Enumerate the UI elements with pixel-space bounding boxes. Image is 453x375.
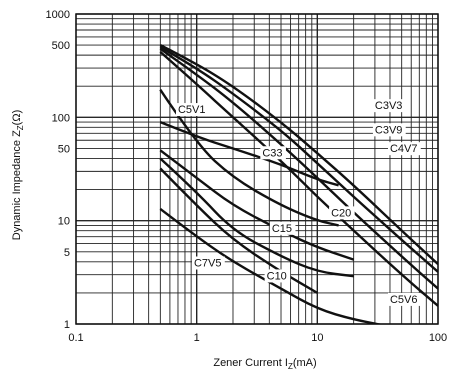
y-axis-title-sub: Z (16, 125, 25, 130)
y-tick-label: 1 (64, 319, 70, 331)
series-line-c4v7 (159, 47, 438, 290)
series-label-bg (260, 146, 286, 160)
series-line-c20 (159, 89, 339, 227)
series-label-c33: C33 (262, 147, 282, 159)
y-tick-label: 1000 (46, 9, 70, 21)
series-line-c5v1 (159, 50, 438, 307)
x-tick-label: 1 (194, 332, 200, 344)
series-label-bg (387, 292, 421, 306)
x-axis-tick-labels: 0.1 1 10 100 (68, 332, 447, 344)
series-label-c5v1: C5V1 (178, 104, 206, 116)
chart-series-labels: C3V3 C3V9 C4V7 C5V1 C33 C20 C15 C10 C7V5 C5V6 (175, 99, 421, 306)
x-tick-label: 10 (311, 332, 323, 344)
y-tick-label: 50 (58, 143, 70, 155)
plot-frame (75, 13, 439, 325)
series-label-bg (329, 206, 355, 220)
series-line-c5v6 (159, 207, 384, 324)
series-label-c7v5: C7V5 (194, 258, 222, 270)
series-label-c10: C10 (267, 270, 287, 282)
x-axis-title: Zener Current IZ(mA) (213, 357, 316, 371)
chart-curves (159, 44, 438, 324)
series-label-c5v6: C5V6 (390, 294, 418, 306)
x-axis-title-unit: (mA) (293, 357, 317, 369)
chart-grid (75, 13, 439, 325)
y-axis-title-unit: (Ω) (11, 110, 23, 126)
series-label-c4v7: C4V7 (390, 143, 418, 155)
series-label-c15: C15 (272, 223, 292, 235)
x-tick-label: 100 (429, 332, 447, 344)
series-label-c3v9: C3V9 (375, 124, 403, 136)
x-axis-title-main: Zener Current I (213, 357, 288, 369)
y-axis-title-main: Dynamic Impedance Z (11, 130, 23, 240)
y-axis-tick-labels: 1 5 10 50 100 500 1000 (46, 9, 70, 331)
series-label-bg (175, 103, 209, 117)
series-line-c3v3 (159, 44, 438, 265)
series-label-c20: C20 (331, 207, 351, 219)
series-label-bg (387, 142, 421, 156)
series-label-bg (269, 221, 296, 235)
y-tick-label: 100 (52, 112, 70, 124)
series-label-bg (191, 256, 225, 270)
series-label-bg (372, 99, 406, 113)
y-tick-label: 10 (58, 216, 70, 228)
series-line-c10 (159, 157, 354, 278)
y-axis-title: Dynamic Impedance ZZ(Ω) (11, 110, 25, 241)
y-tick-label: 5 (64, 247, 70, 259)
x-tick-label: 0.1 (68, 332, 83, 344)
series-line-c15 (159, 149, 355, 261)
series-label-bg (264, 269, 291, 283)
series-line-c3v9 (159, 45, 438, 273)
series-label-bg (372, 123, 406, 137)
x-axis-title-sub: Z (288, 362, 293, 371)
series-label-c3v3: C3V3 (375, 100, 403, 112)
y-tick-label: 500 (52, 40, 70, 52)
series-line-c33 (159, 120, 339, 187)
